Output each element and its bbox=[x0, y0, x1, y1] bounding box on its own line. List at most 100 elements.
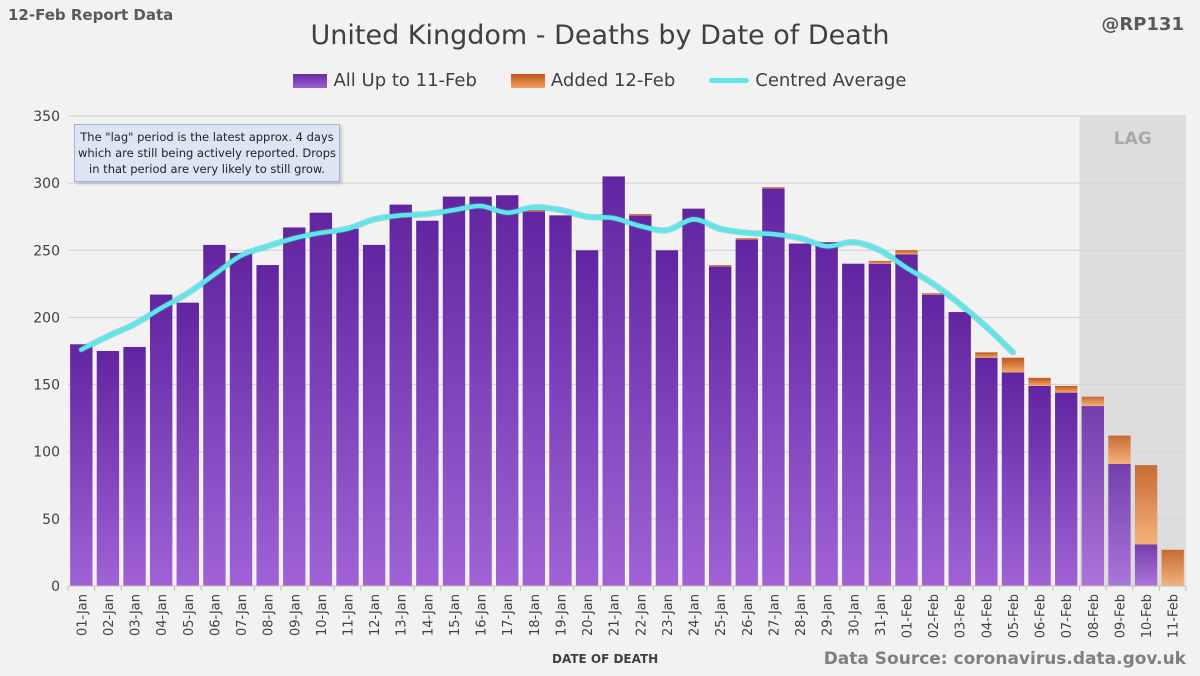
legend-swatch-all bbox=[293, 73, 328, 88]
bar-added-22-Jan bbox=[629, 214, 652, 216]
y-tick-label: 200 bbox=[33, 310, 60, 326]
x-tick-label: 04-Jan bbox=[155, 594, 170, 636]
bar-all-08-Feb bbox=[1081, 406, 1105, 586]
bar-all-07-Jan bbox=[229, 252, 253, 586]
chart-title: United Kingdom - Deaths by Date of Death bbox=[310, 20, 890, 51]
data-source: Data Source: coronavirus.data.gov.uk bbox=[823, 649, 1186, 669]
x-tick-label: 18-Jan bbox=[528, 594, 543, 636]
legend-item-average: Centred Average bbox=[709, 70, 907, 91]
x-tick-label: 26-Jan bbox=[741, 594, 756, 636]
bar-all-12-Jan bbox=[362, 244, 386, 586]
bar-all-26-Jan bbox=[735, 239, 758, 587]
y-tick-label: 250 bbox=[33, 243, 60, 259]
bar-all-02-Jan bbox=[96, 351, 120, 586]
bar-added-10-Feb bbox=[1134, 465, 1158, 545]
y-tick-label: 350 bbox=[33, 109, 60, 125]
bar-all-06-Feb bbox=[1028, 385, 1051, 586]
x-tick-label: 13-Jan bbox=[395, 594, 410, 636]
x-tick-label: 10-Jan bbox=[315, 594, 330, 636]
x-tick-label: 01-Feb bbox=[901, 594, 916, 638]
legend-swatch-added bbox=[510, 73, 545, 88]
x-tick-label: 08-Feb bbox=[1087, 594, 1102, 638]
bar-all-08-Jan bbox=[256, 265, 279, 586]
bar-all-02-Feb bbox=[921, 294, 945, 586]
bar-all-05-Jan bbox=[176, 302, 199, 586]
bar-all-10-Jan bbox=[309, 212, 333, 586]
bar-all-16-Jan bbox=[469, 196, 492, 587]
x-tick-label: 05-Jan bbox=[182, 594, 197, 636]
bar-all-03-Jan bbox=[123, 346, 146, 586]
y-tick-label: 50 bbox=[42, 512, 60, 528]
bar-all-18-Jan bbox=[522, 211, 546, 587]
bar-added-31-Jan bbox=[868, 261, 892, 264]
bar-all-14-Jan bbox=[416, 220, 439, 586]
x-tick-label: 27-Jan bbox=[767, 594, 782, 636]
bar-all-05-Feb bbox=[1001, 372, 1025, 586]
x-tick-label: 09-Feb bbox=[1113, 594, 1128, 638]
bar-all-13-Jan bbox=[389, 204, 412, 586]
legend-item-all: All Up to 11-Feb bbox=[293, 70, 477, 91]
bar-all-22-Jan bbox=[629, 215, 652, 586]
x-tick-label: 17-Jan bbox=[501, 594, 516, 636]
x-tick-label: 20-Jan bbox=[581, 594, 596, 636]
bar-added-11-Feb bbox=[1161, 549, 1184, 586]
x-tick-label: 04-Feb bbox=[980, 594, 995, 638]
x-tick-label: 21-Jan bbox=[608, 594, 623, 636]
bar-all-17-Jan bbox=[496, 195, 519, 586]
x-tick-label: 25-Jan bbox=[714, 594, 729, 636]
y-tick-label: 0 bbox=[51, 579, 60, 595]
x-tick-label: 02-Jan bbox=[102, 594, 117, 636]
legend-label-all: All Up to 11-Feb bbox=[333, 70, 477, 91]
bar-all-04-Feb bbox=[975, 357, 998, 586]
bar-added-07-Feb bbox=[1055, 385, 1078, 393]
x-tick-label: 03-Feb bbox=[954, 594, 969, 638]
bar-all-27-Jan bbox=[762, 188, 785, 586]
x-tick-label: 01-Jan bbox=[75, 594, 90, 636]
x-tick-label: 28-Jan bbox=[794, 594, 809, 636]
x-tick-label: 24-Jan bbox=[688, 594, 703, 636]
bar-all-10-Feb bbox=[1134, 544, 1158, 586]
x-tick-label: 09-Jan bbox=[288, 594, 303, 636]
bar-added-18-Jan bbox=[522, 210, 546, 212]
report-date-label: 12-Feb Report Data bbox=[8, 6, 174, 24]
bar-added-09-Feb bbox=[1108, 435, 1131, 464]
bar-all-07-Feb bbox=[1055, 392, 1078, 586]
bar-added-05-Feb bbox=[1001, 357, 1025, 373]
bar-all-04-Jan bbox=[149, 294, 173, 586]
chart-legend: All Up to 11-Feb Added 12-Feb Centred Av… bbox=[0, 70, 1200, 91]
bar-all-09-Feb bbox=[1108, 463, 1131, 586]
bar-all-01-Jan bbox=[70, 344, 93, 586]
bar-all-19-Jan bbox=[549, 215, 572, 586]
bar-all-29-Jan bbox=[815, 242, 838, 586]
legend-label-average: Centred Average bbox=[755, 70, 907, 91]
y-tick-label: 300 bbox=[33, 176, 60, 192]
bar-added-06-Feb bbox=[1028, 377, 1051, 386]
x-tick-label: 07-Feb bbox=[1060, 594, 1075, 638]
bar-added-27-Jan bbox=[762, 187, 785, 189]
bar-added-04-Feb bbox=[975, 352, 998, 358]
bar-all-01-Feb bbox=[895, 254, 918, 587]
bar-all-31-Jan bbox=[868, 263, 892, 586]
bar-all-03-Feb bbox=[948, 312, 971, 586]
y-tick-label: 100 bbox=[33, 445, 60, 461]
x-axis-title: DATE OF DEATH bbox=[552, 652, 659, 666]
lag-label: LAG bbox=[1114, 129, 1152, 149]
x-tick-label: 22-Jan bbox=[634, 594, 649, 636]
bar-added-01-Feb bbox=[895, 250, 918, 255]
x-tick-label: 07-Jan bbox=[235, 594, 250, 636]
x-tick-label: 10-Feb bbox=[1140, 594, 1155, 638]
x-tick-label: 12-Jan bbox=[368, 594, 383, 636]
bar-all-20-Jan bbox=[575, 250, 599, 587]
legend-swatch-average bbox=[709, 78, 750, 83]
bar-added-26-Jan bbox=[735, 238, 758, 240]
average-line bbox=[79, 203, 1016, 355]
x-tick-label: 03-Jan bbox=[129, 594, 144, 636]
x-tick-label: 06-Jan bbox=[208, 594, 223, 636]
bar-all-06-Jan bbox=[203, 244, 226, 586]
bar-all-21-Jan bbox=[602, 176, 625, 586]
x-tick-label: 11-Feb bbox=[1167, 594, 1182, 638]
bar-added-25-Jan bbox=[708, 265, 732, 267]
x-tick-label: 30-Jan bbox=[847, 594, 862, 636]
